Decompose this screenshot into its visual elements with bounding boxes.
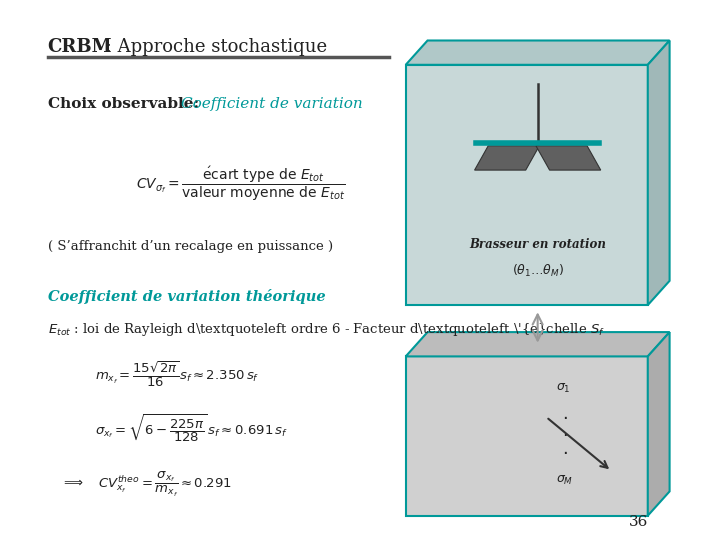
Text: $\sigma_1$: $\sigma_1$ [556,382,570,395]
Bar [405,356,648,516]
Text: 36: 36 [629,515,648,529]
Text: .: . [562,440,568,458]
Polygon shape [405,332,670,356]
Text: .: . [562,422,568,440]
Text: $m_{x_f} = \dfrac{15\sqrt{2\pi}}{16}s_f \approx 2.350\,s_f$: $m_{x_f} = \dfrac{15\sqrt{2\pi}}{16}s_f … [96,359,260,389]
Text: $CV_{\sigma_f} = \dfrac{\mathrm{\acute{e}cart\ type\ de\ }E_{tot}}{\mathrm{valeu: $CV_{\sigma_f} = \dfrac{\mathrm{\acute{e… [136,165,346,203]
Text: ( S’affranchit d’un recalage en puissance ): ( S’affranchit d’un recalage en puissanc… [48,240,333,253]
Polygon shape [648,332,670,516]
Polygon shape [474,146,539,170]
Text: Coefficient de variation théorique: Coefficient de variation théorique [48,289,325,304]
Polygon shape [648,40,670,305]
Text: CRBM: CRBM [48,38,112,56]
Text: : Approche stochastique: : Approche stochastique [100,38,328,56]
Text: Brasseur en rotation: Brasseur en rotation [469,238,606,251]
Text: Choix observable:: Choix observable: [48,97,204,111]
Text: $\Longrightarrow \quad CV_{x_f}^{theo} = \dfrac{\sigma_{x_f}}{m_{x_f}} \approx 0: $\Longrightarrow \quad CV_{x_f}^{theo} =… [61,470,232,499]
Polygon shape [405,40,670,65]
Text: Coefficient de variation: Coefficient de variation [181,97,362,111]
Text: $\sigma_M$: $\sigma_M$ [556,474,573,487]
Text: $E_{tot}$ : loi de Rayleigh d\textquoteleft ordre 6 - Facteur d\textquoteleft \': $E_{tot}$ : loi de Rayleigh d\textquotel… [48,321,605,338]
Bar [405,65,648,305]
Polygon shape [536,146,600,170]
Text: .: . [562,405,568,423]
Text: $\sigma_{x_f} = \sqrt{6 - \dfrac{225\pi}{128}}\,s_f \approx 0.691\,s_f$: $\sigma_{x_f} = \sqrt{6 - \dfrac{225\pi}… [96,413,289,445]
Text: $(\theta_1 \ldots \theta_M)$: $(\theta_1 \ldots \theta_M)$ [511,263,564,279]
